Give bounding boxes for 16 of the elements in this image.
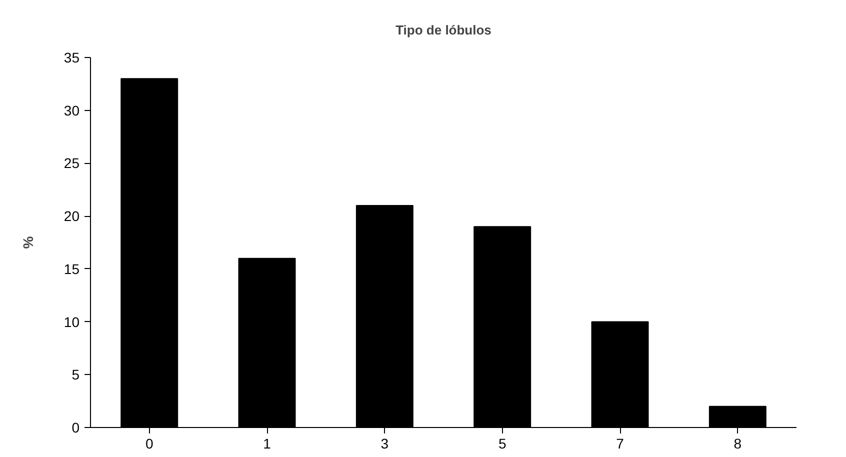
y-tick-label: 0	[72, 420, 80, 436]
y-tick-label: 5	[72, 366, 80, 383]
x-tick-label: 5	[498, 436, 506, 452]
x-tick-label: 3	[380, 436, 389, 452]
y-tick-label: 20	[64, 208, 80, 224]
y-tick-label: 10	[64, 314, 80, 330]
x-tick-label: 0	[145, 436, 154, 452]
y-axis-title: %	[20, 236, 36, 249]
y-tick-label: 15	[64, 260, 80, 277]
y-tick-label: 25	[64, 155, 80, 172]
x-tick-label: 1	[263, 436, 272, 452]
x-tick-label: 7	[616, 436, 624, 452]
chart-title: Tipo de lóbulos	[396, 22, 492, 38]
y-tick-label: 35	[64, 50, 80, 66]
x-tick-label: 8	[734, 436, 742, 452]
y-tick-label: 30	[64, 102, 80, 118]
